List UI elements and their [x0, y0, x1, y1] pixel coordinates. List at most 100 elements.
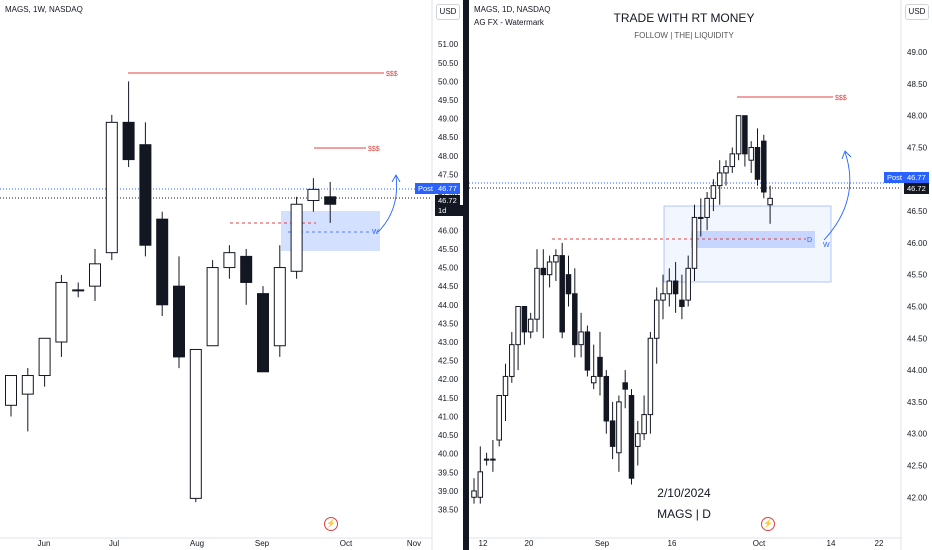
candle-body	[762, 141, 767, 192]
candle-body	[573, 294, 578, 345]
price-tick-label: 44.00	[907, 366, 928, 375]
candle-body	[207, 268, 218, 346]
price-tick-label: 49.50	[438, 96, 459, 105]
candle-body	[743, 116, 748, 154]
candle-body	[22, 376, 33, 395]
price-tick-label: 40.50	[438, 431, 459, 440]
candle-body	[673, 281, 678, 294]
candle-body	[503, 376, 508, 395]
watermark-date: 2/10/2024	[629, 486, 739, 500]
price-tick-label: 45.00	[907, 302, 928, 311]
candle-body	[585, 332, 590, 370]
candle-body	[491, 459, 496, 460]
weekly-chart-canvas[interactable]: 51.00 50.50 50.00 49.50 49.00 48.50 48.00 47.50…	[0, 0, 463, 550]
price-tick-label: 46.50	[907, 207, 928, 216]
candle-body	[724, 167, 729, 173]
candle-body	[224, 253, 235, 268]
price-tick-label: 42.50	[438, 357, 459, 366]
time-tick-label: 12	[479, 539, 488, 548]
time-tick-label: 14	[827, 539, 836, 548]
price-tick-label: 42.00	[438, 375, 459, 384]
candle-body	[510, 345, 515, 377]
price-tick-label: 38.50	[438, 506, 459, 515]
price-tick-label: 48.50	[907, 80, 928, 89]
candle-body	[749, 147, 754, 160]
zone-d-label: D	[807, 237, 812, 244]
candle-body	[554, 256, 559, 262]
time-tick-label: Oct	[753, 539, 766, 548]
candle-body	[680, 300, 685, 306]
price-tick-label: 41.50	[438, 394, 459, 403]
time-tick-label: 20	[525, 539, 534, 548]
candle-body	[258, 294, 269, 372]
right-post-label: Post	[884, 172, 905, 183]
candle-body	[730, 154, 735, 167]
candle-body	[106, 122, 117, 252]
tradingview-logo-icon[interactable]: ⚡	[324, 517, 338, 531]
candle-body	[560, 256, 565, 332]
candle-body	[648, 338, 653, 414]
candle-body	[6, 376, 17, 406]
right-currency-button[interactable]: USD	[905, 4, 929, 20]
price-tick-label: 45.50	[907, 271, 928, 280]
candle-body	[636, 434, 641, 447]
tradingview-logo-icon[interactable]: ⚡	[761, 517, 775, 531]
price-tick-label: 48.00	[907, 112, 928, 121]
candle-body	[566, 275, 571, 294]
price-tick-label: 45.00	[438, 264, 459, 273]
candle-body	[140, 145, 151, 246]
daily-chart-canvas[interactable]: 49.0048.5048.0047.5047.0046.5046.0045.50…	[469, 0, 932, 550]
candle-body	[610, 421, 615, 446]
candle-body	[692, 217, 697, 268]
candle-body	[497, 396, 502, 441]
candle-body	[472, 491, 477, 497]
candle-body	[308, 189, 319, 200]
candle-body	[598, 357, 603, 376]
candle-body	[711, 186, 716, 199]
candle-body	[516, 306, 521, 344]
time-tick-label: 22	[875, 539, 884, 548]
price-tick-label: 49.00	[438, 115, 459, 124]
time-tick-label: Jul	[109, 539, 119, 548]
candle-body	[39, 338, 50, 375]
projection-arrow	[378, 176, 397, 232]
price-tick-label: 47.50	[438, 170, 459, 179]
price-tick-label: 49.00	[907, 48, 928, 57]
candle-body	[768, 198, 773, 204]
right-symbol-label[interactable]: MAGS, 1D, NASDAQ	[474, 5, 550, 14]
left-post-price: 46.77	[435, 183, 460, 194]
price-tick-label: 39.50	[438, 468, 459, 477]
candle-body	[629, 396, 634, 479]
candle-body	[642, 415, 647, 434]
candle-body	[190, 349, 201, 498]
right-last-price: 46.72	[904, 183, 929, 194]
candle-body	[522, 306, 527, 331]
candle-body	[654, 300, 659, 338]
price-tick-label: 43.00	[907, 430, 928, 439]
liquidity-label-top: $$$	[386, 71, 398, 78]
daily-chart-pane[interactable]: 49.0048.5048.0047.5047.0046.5046.0045.50…	[469, 0, 932, 550]
price-tick-label: 48.50	[438, 133, 459, 142]
price-tick-label: 40.00	[438, 450, 459, 459]
candle-body	[755, 147, 760, 179]
watermark-subtitle: FOLLOW | THE| LIQUIDITY	[609, 31, 759, 40]
left-bar-countdown: 1d 21h	[435, 205, 463, 216]
left-symbol-label[interactable]: MAGS, 1W, NASDAQ	[5, 5, 83, 14]
price-tick-label: 44.00	[438, 301, 459, 310]
time-tick-label: Sep	[595, 539, 610, 548]
time-tick-label: 16	[668, 539, 677, 548]
price-tick-label: 50.50	[438, 59, 459, 68]
price-tick-label: 48.00	[438, 152, 459, 161]
price-tick-label: 42.50	[907, 461, 928, 470]
candle-body	[623, 383, 628, 389]
left-post-label: Post	[415, 183, 436, 194]
candle-body	[699, 217, 704, 218]
candle-body	[241, 256, 252, 282]
price-tick-label: 46.00	[438, 226, 459, 235]
candle-body	[535, 268, 540, 319]
weekly-chart-pane[interactable]: 51.00 50.50 50.00 49.50 49.00 48.50 48.00 47.50…	[0, 0, 463, 550]
candle-body	[123, 122, 134, 159]
candle-body	[591, 376, 596, 382]
left-currency-button[interactable]: USD	[436, 4, 460, 20]
liquidity-label: $$$	[835, 95, 847, 102]
